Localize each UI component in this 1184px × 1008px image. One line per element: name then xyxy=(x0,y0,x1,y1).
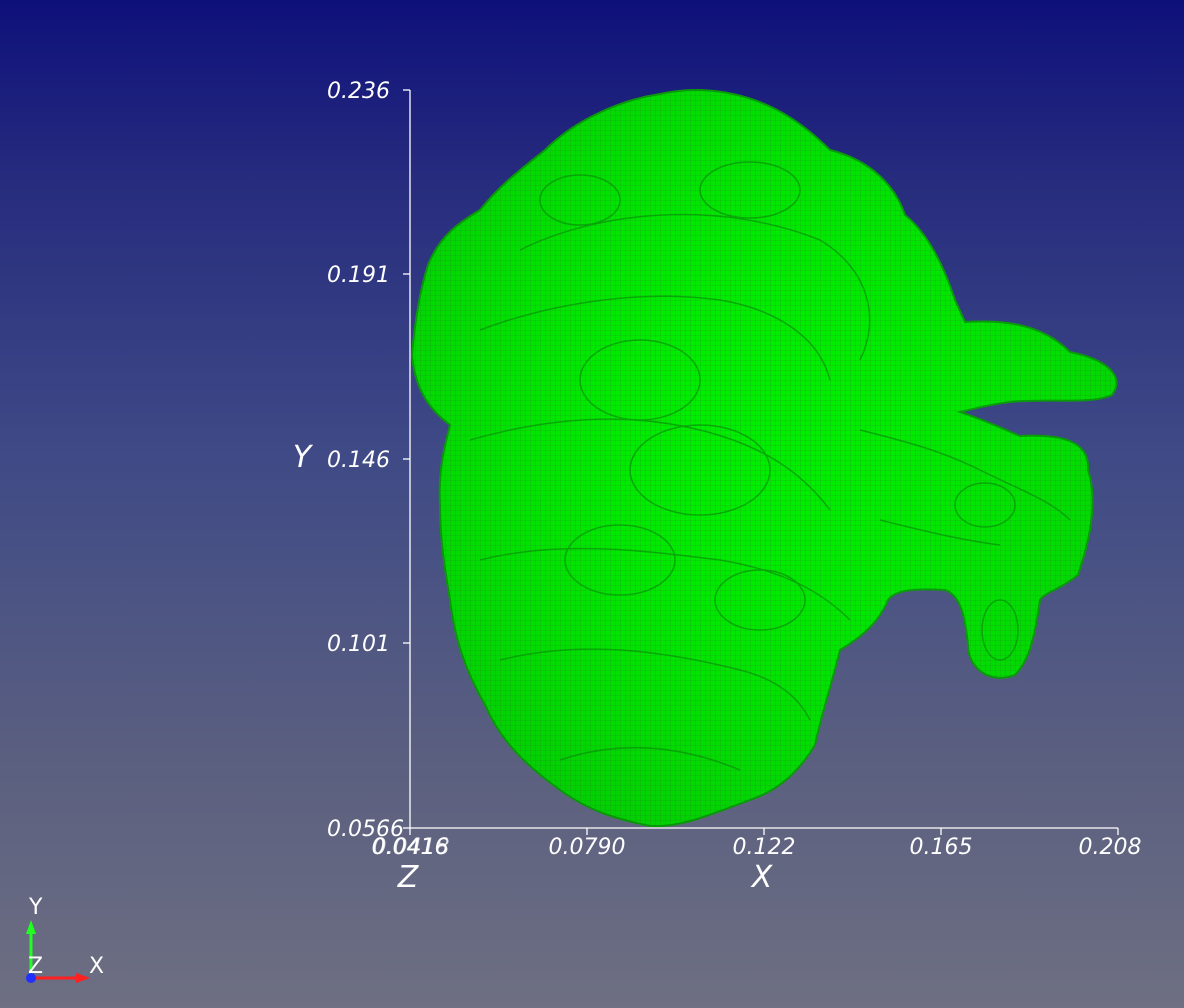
x-tick-label: 0.0790 xyxy=(549,835,626,860)
y-axis-title: Y xyxy=(293,440,314,475)
cube-axes: 0.236 0.191 0.146 0.101 0.0566 0.0416 0.… xyxy=(293,79,1142,895)
z-axis-title: Z xyxy=(397,860,420,895)
mesh-shading xyxy=(412,90,1117,827)
y-tick-label: 0.191 xyxy=(327,263,390,288)
surface-mesh[interactable] xyxy=(410,88,1118,828)
x-tick-label: 0.208 xyxy=(1079,835,1142,860)
orientation-y-arrowhead xyxy=(26,920,36,934)
orientation-z-dot xyxy=(26,973,36,983)
mesh-folds xyxy=(469,161,1071,771)
orientation-y-label: Y xyxy=(28,895,43,920)
x-tick-label-overlap: 0.0416 xyxy=(372,835,449,860)
x-tick-label: 0.122 xyxy=(733,835,796,860)
x-tick-label: 0.165 xyxy=(910,835,973,860)
orientation-x-arrowhead xyxy=(76,973,90,983)
orientation-z-label: Z xyxy=(28,954,43,979)
x-axis-title: X xyxy=(750,860,774,895)
y-tick-label: 0.236 xyxy=(327,79,390,104)
y-tick-label: 0.101 xyxy=(327,632,390,657)
y-tick-label: 0.0566 xyxy=(327,817,404,842)
x-axis-ticks xyxy=(409,828,1119,835)
x-tick-label-overlap: 0.0418 xyxy=(373,835,450,860)
y-tick-label: 0.146 xyxy=(327,448,390,473)
orientation-axes: Y Z X xyxy=(26,895,104,983)
orientation-x-label: X xyxy=(89,954,104,979)
y-axis-ticks xyxy=(403,89,410,829)
